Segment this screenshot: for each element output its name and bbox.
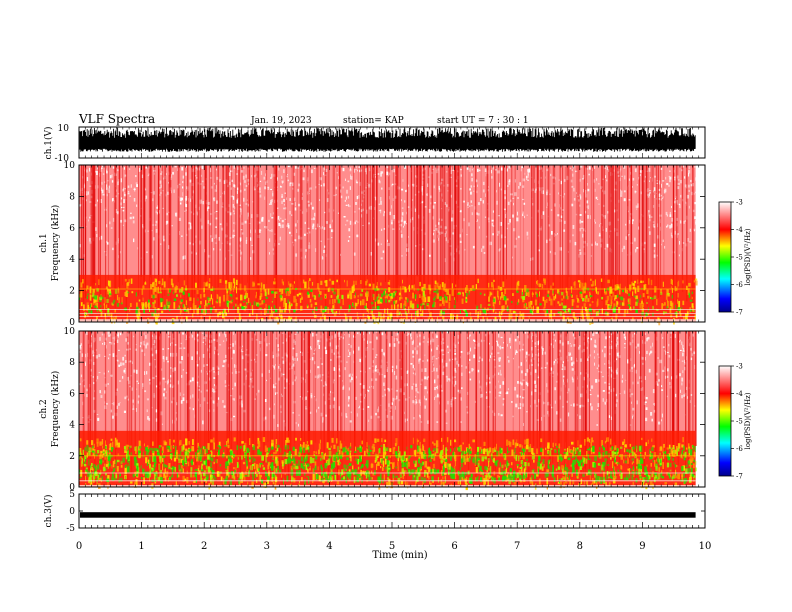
time-axis-label: Time (min) — [372, 550, 427, 561]
ch3-ytick-label: -5 — [66, 524, 75, 534]
colorbar-ch1-gradient — [718, 201, 732, 313]
ch3-waveform-band — [80, 512, 696, 518]
colorbar-ch2: -3 -4 -5 -6 -7 log(PSD)(V²/Hz) — [718, 363, 752, 481]
ch2-spec-ytick-label: 6 — [69, 389, 75, 399]
figure-title: VLF Spectra — [78, 112, 155, 126]
ch1-spec-ytick-label: 4 — [69, 255, 75, 265]
ch1-spectrogram-image — [79, 165, 698, 326]
ch2-spec-green — [79, 444, 697, 486]
ch1-spec-ytick-label: 2 — [69, 287, 75, 297]
ch1-spec-tone-lines — [79, 288, 696, 321]
ch2-spec-ytick-label: 4 — [69, 421, 75, 431]
time-tick-label: 1 — [138, 541, 144, 552]
time-tick-label: 7 — [514, 541, 520, 552]
ch1-wave-ylabel: ch.1(V) — [43, 127, 54, 160]
ch1-wave-tick-bottom: -10 — [55, 154, 70, 164]
ch1-wave-tick-top: 10 — [58, 124, 70, 134]
colorbar-ch2-tick-label: -7 — [736, 473, 743, 481]
colorbar-ch2-gradient — [718, 365, 732, 477]
colorbar-ch2-ticks: -3 -4 -5 -6 -7 — [731, 363, 743, 481]
station-label: station= KAP — [343, 116, 404, 126]
time-tick-label: 8 — [577, 541, 583, 552]
ch1-waveform-line — [79, 127, 696, 152]
ch2-spec-ytick-label: 2 — [69, 452, 75, 462]
colorbar-ch2-tick-label: -5 — [736, 418, 743, 426]
ch3-ytick-label: 0 — [69, 507, 75, 517]
ch2-spec-ytick-label: 10 — [64, 327, 76, 337]
ch2-spec-ytick-label: 0 — [69, 483, 75, 493]
ch2-spectrogram-panel: 0 2 4 6 8 10 ch.2 Frequency (kHz) — [39, 327, 706, 493]
ch3-wave-ticks: 50-50 1 2 3 4 5 6 7 8 9 10 — [66, 490, 711, 552]
ch1-spec-ytick-label: 8 — [69, 192, 75, 202]
ch1-spec-ticks: 0 2 4 6 8 10 — [64, 161, 705, 328]
colorbar-ch1-tick-label: -7 — [736, 309, 743, 317]
colorbar-ch2-tick-label: -6 — [736, 445, 743, 453]
ch1-spec-streaks — [80, 165, 695, 322]
date-label: Jan. 19, 2023 — [250, 116, 312, 126]
start-time-label: start UT = 7 : 30 : 1 — [437, 116, 529, 126]
ch2-spectrogram-image — [79, 331, 697, 491]
time-tick-label: 0 — [76, 541, 82, 552]
colorbar-ch1-ticks: -3 -4 -5 -6 -7 — [731, 199, 743, 317]
time-tick-label: 10 — [699, 541, 712, 552]
time-tick-label: 3 — [264, 541, 270, 552]
ch1-spectrogram-panel: 0 2 4 6 8 10 ch.1 Frequency (kHz) — [39, 161, 706, 328]
time-tick-label: 6 — [451, 541, 457, 552]
colorbar-ch1-tick-label: -6 — [736, 281, 743, 289]
colorbar-ch1-tick-label: -5 — [736, 254, 743, 262]
ch2-spec-ytick-label: 8 — [69, 358, 75, 368]
time-tick-label: 9 — [639, 541, 645, 552]
ch2-spec-streaks — [82, 331, 697, 487]
colorbar-ch1-tick-label: -4 — [736, 226, 743, 234]
ch1-waveform-panel: 10 -10 ch.1(V) — [43, 124, 706, 164]
ch2-spec-ylabel-freq: Frequency (kHz) — [50, 371, 61, 448]
colorbar-ch1-tick-label: -3 — [736, 199, 743, 207]
ch1-spec-ytick-label: 0 — [69, 318, 75, 328]
colorbar-ch2-tick-label: -4 — [736, 390, 743, 398]
ch2-spec-ticks: 0 2 4 6 8 10 — [64, 327, 705, 493]
colorbar-ch1-label: log(PSD)(V²/Hz) — [744, 228, 752, 285]
ch3-waveform-trace — [80, 512, 696, 518]
ch2-spec-tone-lines — [79, 455, 696, 482]
ch1-waveform-trace — [79, 127, 696, 152]
ch3-wave-ylabel: ch.3(V) — [43, 495, 54, 528]
ch1-spec-ylabel-freq: Frequency (kHz) — [50, 205, 61, 282]
colorbar-ch2-tick-label: -3 — [736, 363, 743, 371]
ch3-waveform-panel: 50-50 1 2 3 4 5 6 7 8 9 10 ch.3(V) Time (min) — [43, 490, 711, 561]
ch3-ytick-label: 5 — [69, 490, 75, 500]
ch2-spec-ylabel: ch.2 — [39, 399, 49, 418]
colorbar-ch1: -3 -4 -5 -6 -7 log(PSD)(V²/Hz) — [718, 199, 752, 317]
ch1-spec-ylabel: ch.1 — [39, 233, 49, 252]
time-tick-label: 2 — [201, 541, 207, 552]
ch1-spec-ytick-label: 10 — [64, 161, 76, 171]
ch1-spec-ytick-label: 6 — [69, 224, 75, 234]
colorbar-ch2-label: log(PSD)(V²/Hz) — [744, 392, 752, 449]
time-tick-label: 4 — [326, 541, 332, 552]
time-tick-label: 5 — [389, 541, 395, 552]
